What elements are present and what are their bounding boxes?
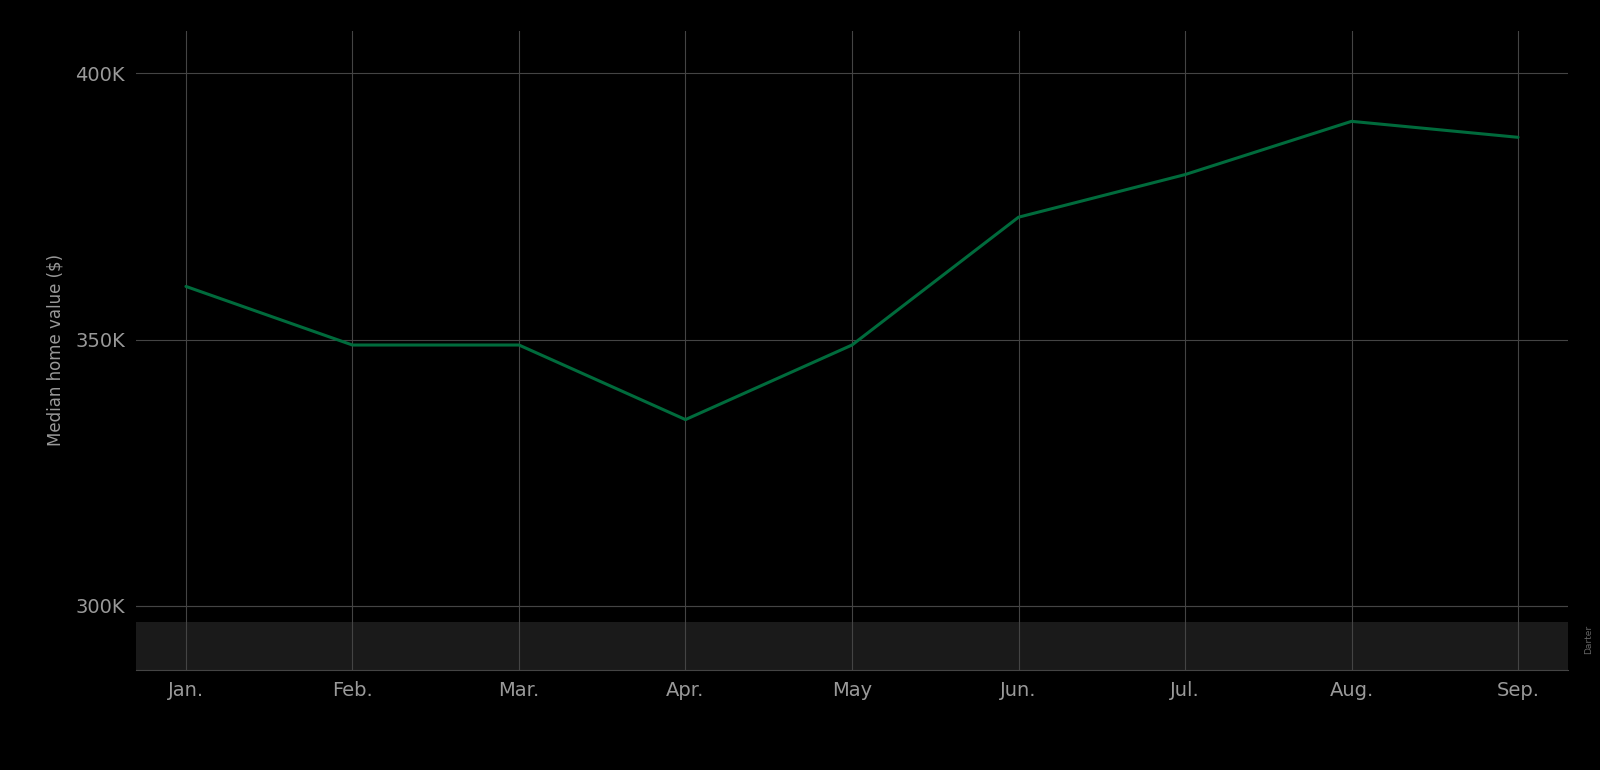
Text: Darter: Darter xyxy=(1584,625,1594,654)
Y-axis label: Median home value ($): Median home value ($) xyxy=(46,254,64,447)
FancyBboxPatch shape xyxy=(136,622,1568,670)
